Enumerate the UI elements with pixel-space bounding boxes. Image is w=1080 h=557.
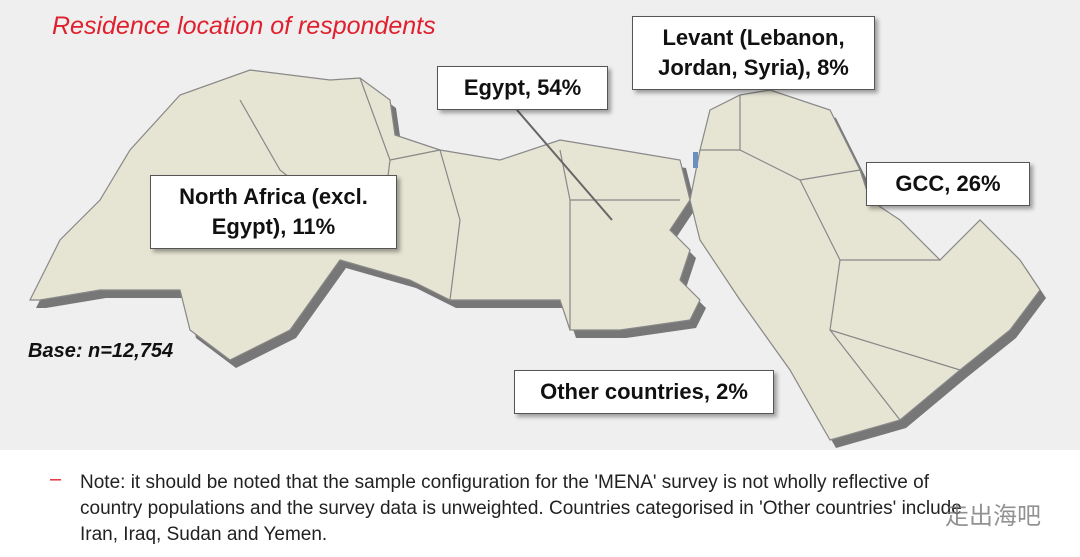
watermark: 走出海吧 [945, 502, 1041, 530]
base-note: Base: n=12,754 [28, 340, 174, 362]
egypt-label: Egypt, 54% [437, 66, 608, 110]
north-africa-label: North Africa (excl. Egypt), 11% [150, 175, 397, 249]
other-label: Other countries, 2% [514, 370, 774, 414]
leader-line [516, 109, 613, 221]
levant-label: Levant (Lebanon, Jordan, Syria), 8% [632, 16, 875, 90]
levant-highlight [693, 152, 698, 168]
gcc-label: GCC, 26% [866, 162, 1030, 206]
note: Note: it should be noted that the sample… [80, 472, 962, 545]
title: Residence location of respondents [52, 12, 436, 40]
bullet: – [50, 468, 62, 490]
